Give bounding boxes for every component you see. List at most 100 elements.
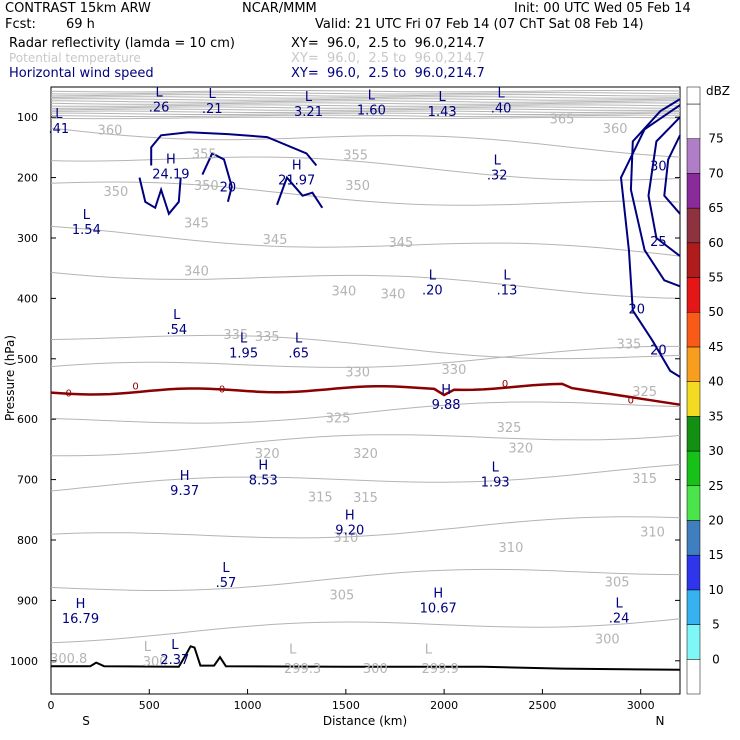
y-tick-label: 600 — [17, 413, 38, 426]
theta-label: 335 — [616, 338, 641, 353]
wind-extremum-value: 21.97 — [278, 173, 315, 188]
theta-contour — [50, 334, 681, 360]
theta-label: 355 — [192, 147, 217, 162]
theta-dense-line — [50, 108, 681, 111]
wind-extremum-value: 1.43 — [428, 105, 457, 120]
wind-extremum-value: 16.79 — [62, 612, 99, 627]
x-tick-label: 1000 — [234, 699, 262, 712]
wind-extremum-letter: H — [292, 158, 302, 173]
colorbar-swatch — [686, 277, 701, 313]
theta-label: 299.3 — [284, 662, 321, 677]
colorbar-swatch — [686, 311, 701, 348]
wind-contour — [663, 134, 681, 215]
wind-extremum-letter: L — [295, 332, 303, 347]
theta-contour — [50, 127, 681, 158]
x-tick-label: 1500 — [332, 699, 360, 712]
zero-line-label: 0 — [66, 389, 72, 400]
terrain-surface — [51, 645, 681, 671]
wind-extremum-letter: L — [222, 561, 230, 576]
colorbar-label: 45 — [708, 340, 723, 354]
colorbar-swatch — [686, 173, 701, 209]
theta-label: 345 — [184, 216, 209, 231]
wind-extremum-letter: H — [180, 469, 190, 484]
theta-dense-line — [50, 100, 680, 103]
theta-dense-line — [50, 102, 681, 105]
theta-label: 325 — [497, 421, 522, 436]
theta-label: 360 — [603, 122, 628, 137]
wind-extremum-value: 9.88 — [432, 398, 461, 413]
fcst-value: 69 h — [66, 17, 95, 32]
fcst-label: Fcst: — [5, 17, 36, 32]
wind-contour — [276, 175, 324, 209]
wind-extremum-letter: H — [433, 587, 443, 602]
theta-label: 335 — [223, 328, 248, 343]
wind-extremum-value: .41 — [49, 122, 70, 137]
y-tick-label: 200 — [17, 172, 38, 185]
theta-extremum-letter: L — [425, 643, 433, 658]
wind-extremum-letter: L — [492, 460, 500, 475]
colorbar-label: 40 — [708, 375, 723, 389]
zero-line-label: 0 — [628, 395, 634, 406]
field-name-wind: Horizontal wind speed — [9, 66, 154, 81]
theta-contour — [50, 345, 680, 368]
theta-label: 345 — [263, 233, 288, 248]
colorbar-label: 25 — [708, 479, 723, 493]
wind-extremum-value: 1.95 — [229, 347, 258, 362]
theta-label: 340 — [184, 265, 209, 280]
x-tick-label: 2000 — [430, 699, 458, 712]
colorbar-label: 0 — [712, 652, 720, 666]
field-xy-theta: XY= 96.0, 2.5 to 96.0,214.7 — [291, 51, 485, 66]
end-label-south: S — [82, 714, 90, 728]
colorbar-swatch — [686, 138, 701, 174]
theta-label: 315 — [353, 491, 378, 506]
center-name: NCAR/MMM — [242, 1, 317, 16]
field-xy-reflectivity: XY= 96.0, 2.5 to 96.0,214.7 — [291, 36, 485, 51]
y-tick-label: 500 — [17, 353, 38, 366]
theta-label: 345 — [388, 236, 413, 251]
theta-contour — [50, 618, 681, 644]
theta-label: 335 — [255, 330, 280, 345]
wind-extremum-letter: H — [76, 597, 86, 612]
wind-extremum-letter: H — [345, 509, 355, 524]
theta-contour — [50, 516, 681, 539]
wind-contour-lines — [138, 98, 681, 378]
theta-label: 315 — [308, 490, 333, 505]
colorbar-swatch — [686, 554, 701, 591]
end-label-north: N — [656, 714, 665, 728]
theta-label: 360 — [98, 123, 123, 138]
wind-extremum-value: .54 — [166, 323, 187, 338]
wind-extremum-value: .32 — [487, 169, 508, 184]
colorbar-label: 30 — [708, 444, 723, 458]
theta-contour — [50, 156, 681, 181]
terrain-line — [51, 645, 681, 671]
wind-extremum-letter: H — [166, 152, 176, 167]
theta-label: 325 — [326, 411, 351, 426]
theta-dense-line — [50, 92, 681, 95]
wind-extremum-value: 10.67 — [420, 602, 457, 617]
colorbar-label: 20 — [708, 513, 723, 527]
wind-extremum-value: 1.93 — [481, 475, 510, 490]
wind-extremum-value: .65 — [288, 347, 309, 362]
wind-extremum-letter: L — [55, 107, 63, 122]
colorbar-swatch — [686, 242, 701, 278]
zero-isotherm — [50, 382, 681, 406]
theta-contour — [50, 568, 681, 591]
theta-label: 340 — [381, 288, 406, 303]
theta-label: 340 — [331, 285, 356, 300]
x-tick-label: 0 — [48, 699, 55, 712]
colorbar-unit: dBZ — [706, 84, 730, 98]
theta-label: 350 — [103, 185, 128, 200]
y-tick-label: 1000 — [10, 655, 38, 668]
wind-extremum-value: 3.21 — [294, 105, 323, 120]
theta-label: 320 — [353, 447, 378, 462]
x-tick-label: 3000 — [627, 699, 655, 712]
theta-dense-line — [50, 96, 681, 99]
wind-extremum-letter: L — [498, 86, 506, 101]
wind-extremum-letter: L — [171, 638, 179, 653]
wind-extremum-letter: L — [305, 90, 313, 105]
y-tick-label: 100 — [17, 111, 38, 124]
theta-dense-line — [50, 110, 681, 114]
wind-extremum-letter: L — [155, 85, 163, 100]
theta-dense-line — [51, 112, 681, 115]
